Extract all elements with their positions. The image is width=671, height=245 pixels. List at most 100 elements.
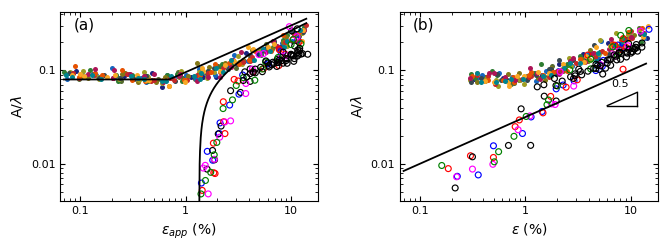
Point	[480, 79, 491, 83]
Point	[274, 58, 285, 62]
Point	[227, 58, 238, 62]
Point	[211, 140, 222, 144]
Point	[262, 48, 273, 51]
Point	[492, 73, 503, 77]
Point	[197, 70, 208, 74]
Point	[180, 73, 191, 77]
Point	[488, 71, 499, 75]
Point	[509, 77, 519, 81]
Point	[295, 49, 305, 53]
Point	[551, 87, 562, 91]
Point	[83, 76, 93, 80]
Point	[498, 76, 509, 80]
Point	[226, 62, 237, 66]
Point	[146, 78, 157, 82]
Point	[292, 35, 303, 39]
Point	[191, 77, 201, 81]
Point	[207, 158, 218, 162]
Point	[85, 68, 96, 72]
Point	[168, 78, 179, 82]
Point	[483, 74, 494, 78]
Point	[136, 76, 147, 80]
Point	[140, 80, 151, 84]
Point	[292, 27, 303, 31]
Point	[247, 70, 258, 74]
Point	[293, 50, 303, 54]
Point	[110, 73, 121, 76]
Point	[599, 51, 610, 55]
Point	[201, 73, 212, 76]
Point	[591, 45, 602, 49]
Point	[618, 45, 629, 49]
Point	[247, 48, 258, 52]
Point	[233, 79, 244, 83]
Point	[519, 83, 529, 86]
Point	[182, 78, 193, 82]
Point	[278, 50, 289, 54]
Point	[585, 48, 596, 52]
Point	[263, 63, 274, 67]
Point	[224, 103, 235, 107]
Point	[214, 132, 225, 135]
Point	[525, 74, 536, 78]
Point	[249, 58, 260, 61]
Point	[96, 74, 107, 77]
Point	[234, 62, 244, 66]
Point	[627, 47, 638, 50]
Point	[295, 46, 305, 50]
Point	[607, 45, 617, 49]
Point	[623, 31, 633, 35]
X-axis label: $\varepsilon_{app}$ (%): $\varepsilon_{app}$ (%)	[162, 221, 217, 241]
Point	[70, 70, 81, 74]
Point	[229, 53, 240, 57]
Point	[260, 60, 271, 64]
Point	[600, 66, 611, 70]
Point	[623, 30, 633, 34]
Point	[110, 74, 121, 78]
Point	[541, 103, 552, 107]
Point	[272, 55, 283, 59]
Point	[64, 70, 75, 74]
Point	[465, 154, 476, 158]
Point	[592, 51, 603, 55]
Point	[195, 73, 205, 77]
Point	[544, 71, 554, 75]
Point	[615, 57, 626, 61]
Point	[272, 47, 283, 51]
Point	[561, 85, 572, 89]
Point	[298, 27, 309, 31]
Point	[535, 62, 546, 66]
Point	[612, 53, 623, 57]
Point	[472, 71, 482, 74]
Point	[617, 41, 627, 45]
Point	[113, 76, 123, 80]
Point	[637, 25, 648, 29]
Point	[67, 75, 78, 79]
Point	[552, 69, 563, 73]
Point	[235, 50, 246, 54]
Point	[247, 55, 258, 59]
Point	[595, 50, 605, 54]
Point	[472, 73, 482, 77]
Point	[493, 72, 504, 76]
Point	[232, 54, 243, 58]
Point	[203, 69, 213, 73]
Point	[287, 39, 298, 43]
Point	[289, 44, 300, 48]
Point	[200, 179, 211, 183]
Point	[484, 71, 495, 75]
Point	[151, 80, 162, 84]
Point	[258, 52, 269, 56]
Point	[517, 132, 528, 135]
Point	[581, 54, 592, 58]
Point	[616, 38, 627, 42]
Point	[546, 94, 556, 98]
Point	[613, 51, 624, 55]
Point	[203, 75, 213, 79]
Point	[205, 170, 216, 174]
Point	[132, 73, 142, 77]
Point	[578, 60, 589, 64]
Point	[535, 75, 546, 79]
Point	[240, 70, 250, 74]
Point	[261, 50, 272, 54]
